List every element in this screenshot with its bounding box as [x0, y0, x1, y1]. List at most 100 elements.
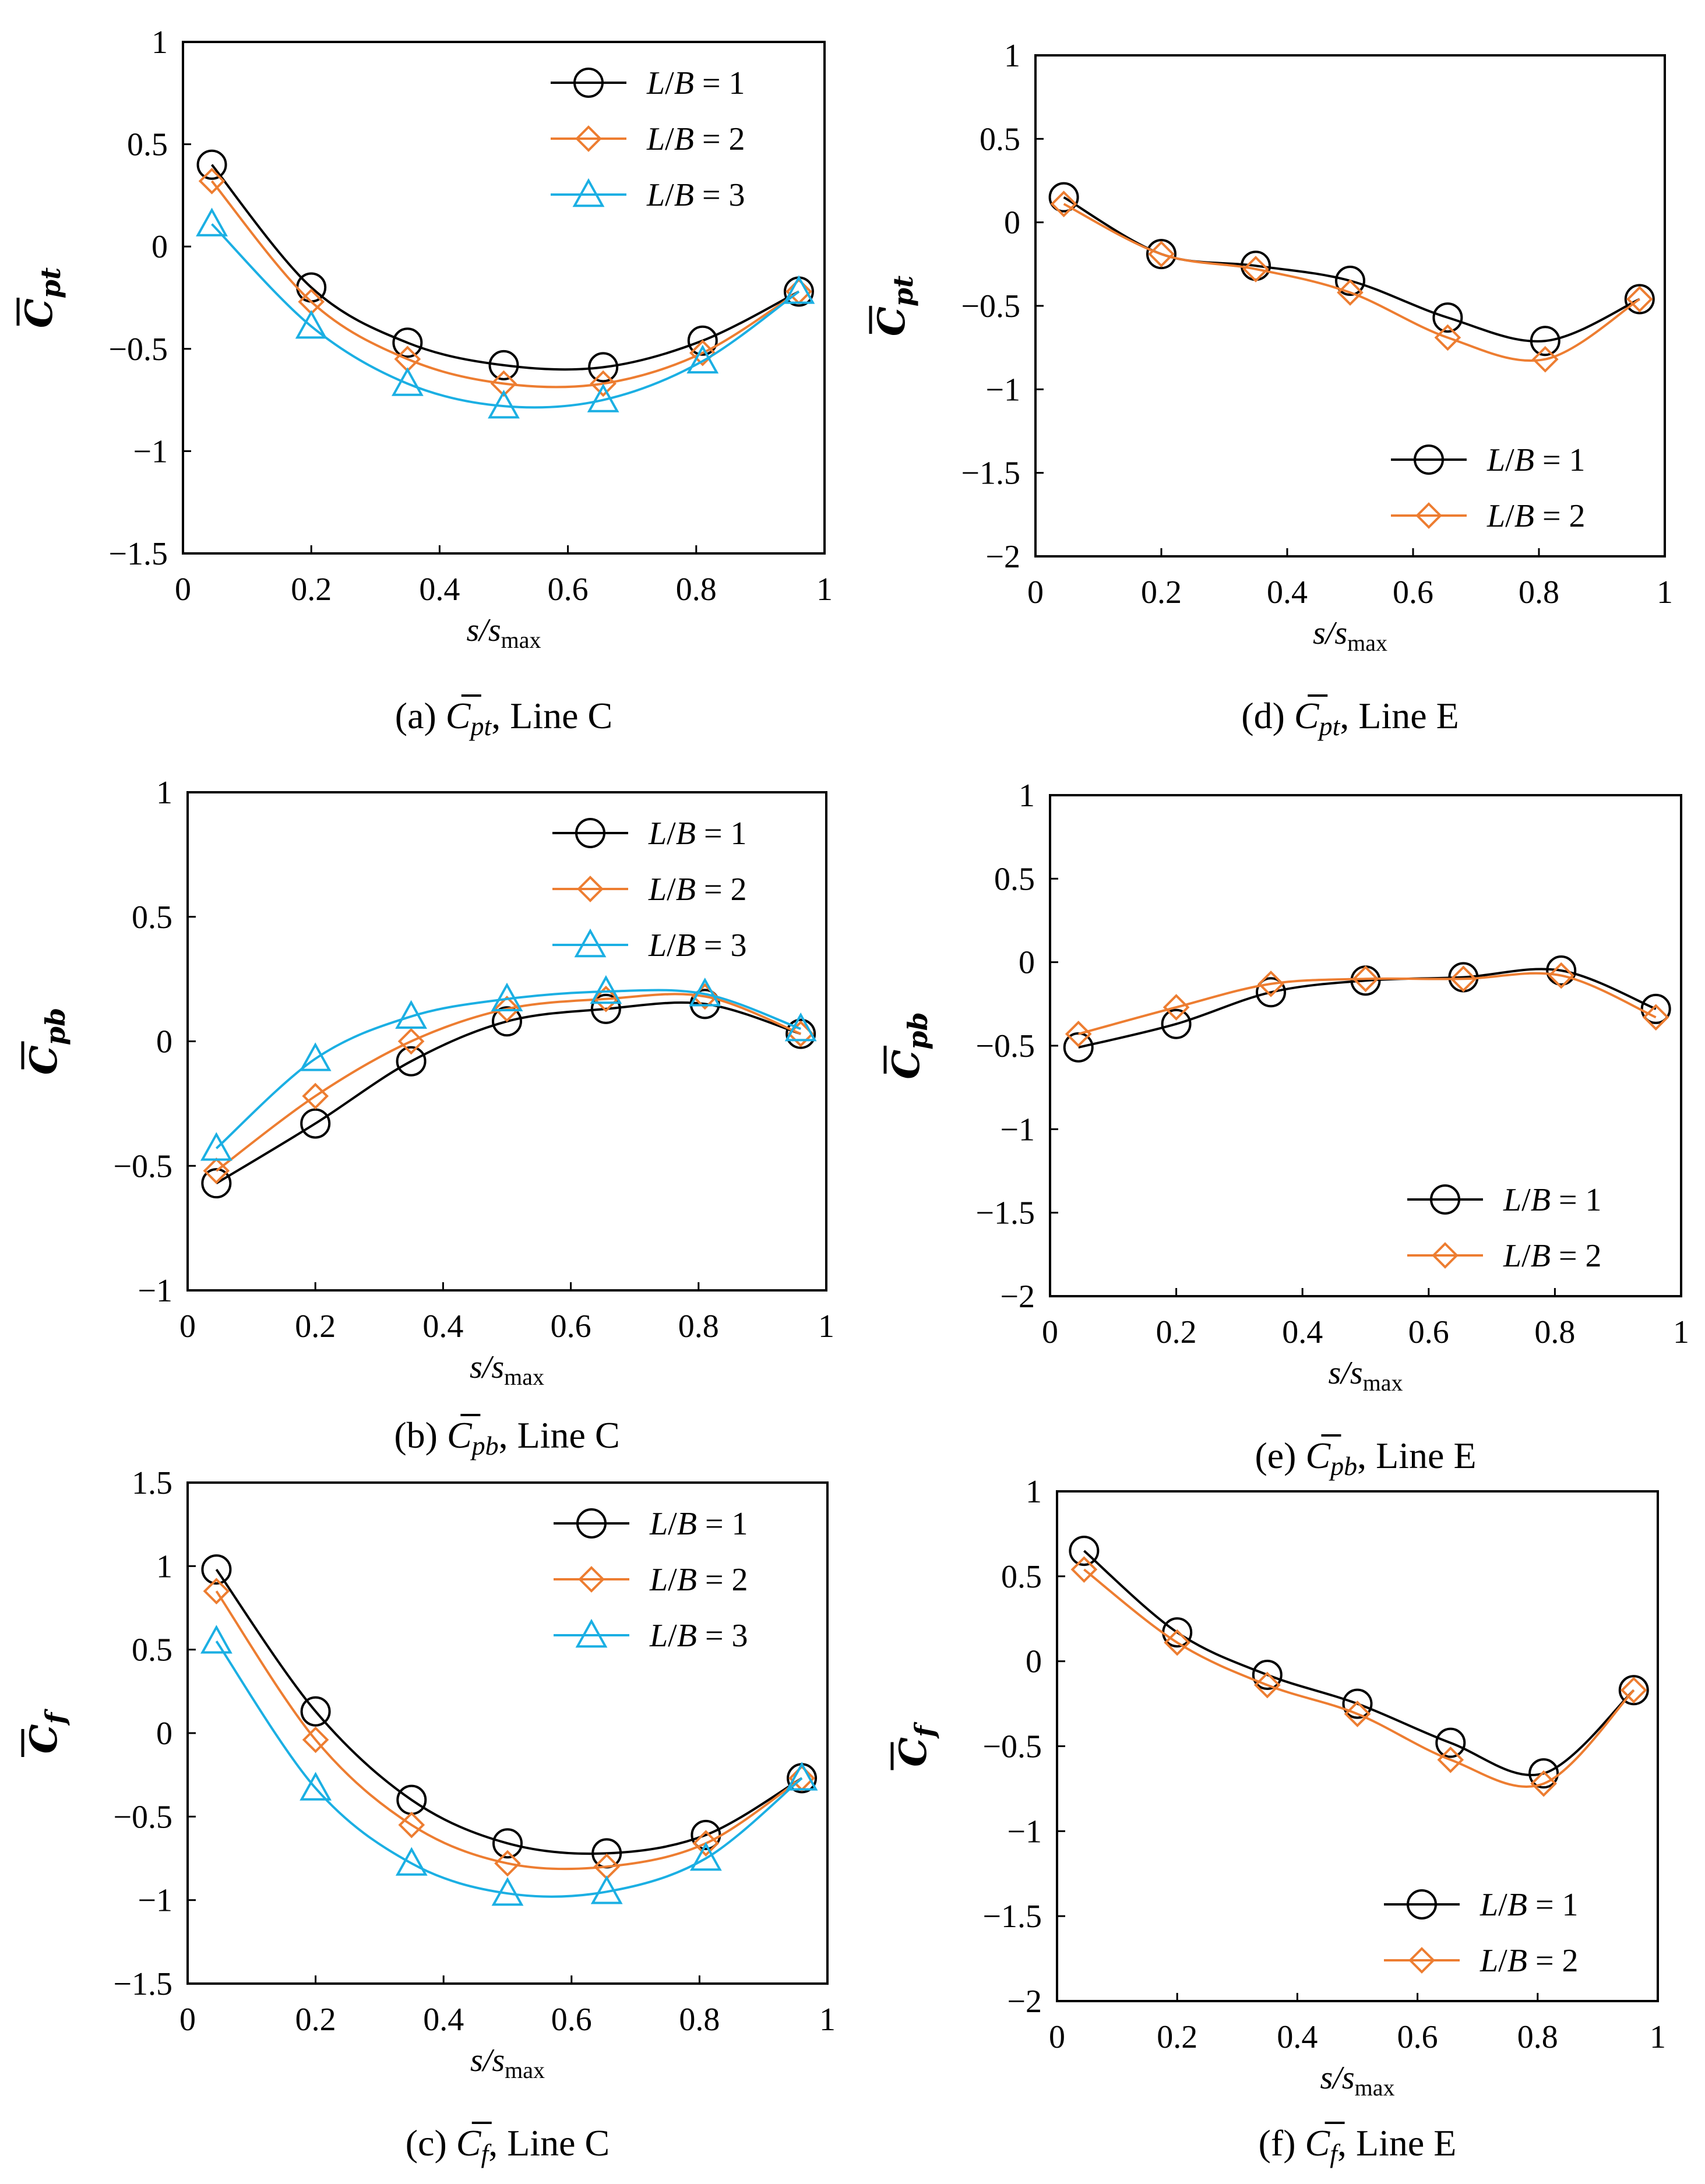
data-point	[689, 339, 716, 366]
legend-var: L	[1479, 1943, 1498, 1979]
data-point	[1148, 241, 1175, 267]
legend-var: B	[674, 121, 694, 157]
data-point	[1437, 1747, 1464, 1773]
x-axis-label: s/smax	[1328, 1355, 1403, 1396]
data-point	[1548, 962, 1575, 989]
y-tick-label: −2	[1000, 1279, 1035, 1315]
data-point	[1618, 1675, 1649, 1706]
data-point	[784, 1012, 817, 1042]
series-line	[1063, 203, 1640, 362]
plot-frame	[1034, 54, 1666, 558]
data-point	[203, 1578, 230, 1605]
legend-slash: /	[665, 177, 674, 213]
x-tick-label: 0.2	[1156, 1314, 1197, 1350]
series-lb2	[1070, 1556, 1647, 1797]
legend: L/B = 1L/B = 2L/B = 3	[554, 1506, 748, 1654]
panel-f: 0 0.2 0.4 0.6 0.8 1 1 0.5 0 −0.5 −1 −1.5 −2 s/smax Cf L…	[890, 1474, 1666, 2168]
data-point	[492, 1828, 523, 1859]
legend-marker	[1430, 1184, 1460, 1215]
y-tick-label: −1	[1007, 1813, 1042, 1850]
caption-suffix: , Line C	[499, 1414, 620, 1456]
data-point	[689, 1841, 722, 1871]
legend-slash: /	[667, 872, 676, 908]
legend-var: L	[1486, 442, 1505, 478]
y-axis-label-sub: f	[40, 1708, 71, 1726]
x-tick-label: 0.2	[295, 2002, 336, 2038]
series-lb2	[203, 983, 814, 1184]
data-point	[1050, 190, 1077, 217]
legend-value: = 2	[1551, 1238, 1602, 1274]
data-point	[302, 1082, 329, 1110]
y-tick-label: −0.5	[975, 1028, 1035, 1064]
legend-var: B	[676, 872, 696, 908]
legend-var: B	[1507, 1887, 1527, 1923]
legend-var: L	[648, 872, 667, 908]
series-lb2	[1050, 190, 1653, 373]
legend-value: = 1	[694, 65, 745, 101]
legend-var: L	[649, 1618, 668, 1654]
x-tick-label: 0.8	[676, 571, 717, 608]
legend-var: B	[677, 1562, 697, 1598]
y-tick-label: 0	[156, 1716, 172, 1752]
legend-slash: /	[1505, 442, 1514, 478]
data-point	[1620, 1677, 1647, 1704]
data-point	[1161, 1008, 1192, 1039]
legend-label: L/B = 1	[1486, 442, 1586, 478]
y-tick-label: −0.5	[982, 1729, 1042, 1765]
legend-var: B	[674, 177, 694, 213]
x-axis-label-main: s/s	[1320, 2060, 1354, 2096]
data-point	[1546, 955, 1577, 986]
data-point	[1640, 993, 1671, 1024]
legend-entry: L/B = 1	[1407, 1182, 1602, 1218]
y-tick-label: 0.5	[980, 121, 1020, 157]
legend-label: L/B = 3	[649, 1618, 748, 1654]
legend-label: L/B = 2	[646, 121, 745, 157]
data-point	[1257, 971, 1284, 997]
series-lb1	[1048, 182, 1655, 357]
legend-var: L	[648, 816, 667, 852]
y-tick-label: 0.5	[132, 1632, 172, 1668]
y-axis-label-sub: pb	[40, 1008, 71, 1045]
y-tick-label: 0.5	[127, 127, 168, 163]
y-axis-label-symbol: C	[870, 306, 914, 336]
legend-var: L	[646, 65, 665, 101]
legend-marker	[1414, 444, 1444, 475]
caption-symbol: C	[456, 2122, 482, 2164]
y-tick-label: 1	[1004, 38, 1020, 74]
data-point	[203, 1157, 230, 1184]
data-point	[1252, 1660, 1283, 1690]
data-point	[1335, 266, 1365, 296]
caption-suffix: , Line E	[1357, 1435, 1476, 1476]
data-point	[201, 1554, 232, 1585]
x-tick-label: 0.4	[1277, 2019, 1318, 2055]
caption-suffix: , Line C	[491, 695, 612, 736]
series-lb3	[196, 207, 815, 419]
legend-slash: /	[1521, 1238, 1531, 1274]
legend-var: B	[676, 816, 696, 852]
data-point	[488, 390, 520, 419]
legend-marker	[1432, 1242, 1459, 1269]
x-tick-label: 0.4	[422, 1308, 463, 1345]
data-point	[488, 350, 519, 380]
data-point	[1146, 239, 1176, 270]
y-axis-label-text: Cf	[22, 1708, 71, 1753]
y-tick-label: −1	[138, 1273, 172, 1309]
data-point	[300, 1772, 332, 1801]
legend-marker	[1415, 502, 1442, 529]
x-axis-label-sub: max	[505, 2057, 545, 2083]
legend-label: L/B = 3	[648, 927, 747, 964]
legend-value: = 2	[1527, 1943, 1579, 1979]
panel-caption: (c) Cf, Line C	[406, 2122, 610, 2168]
x-tick-label: 1	[816, 571, 833, 608]
series-line	[211, 223, 800, 409]
caption-sub: pb	[1329, 1451, 1357, 1481]
data-point	[1626, 285, 1653, 313]
data-point	[494, 1850, 521, 1877]
panel-caption: (b) Cpb, Line C	[394, 1414, 619, 1460]
legend-value: = 2	[1534, 498, 1586, 534]
x-tick-label: 0.6	[551, 2002, 592, 2038]
legend-slash: /	[1498, 1887, 1507, 1923]
plot-frame	[1056, 1490, 1659, 2002]
legend-value: = 1	[1551, 1182, 1602, 1218]
y-axis-label-symbol: C	[22, 1045, 66, 1075]
